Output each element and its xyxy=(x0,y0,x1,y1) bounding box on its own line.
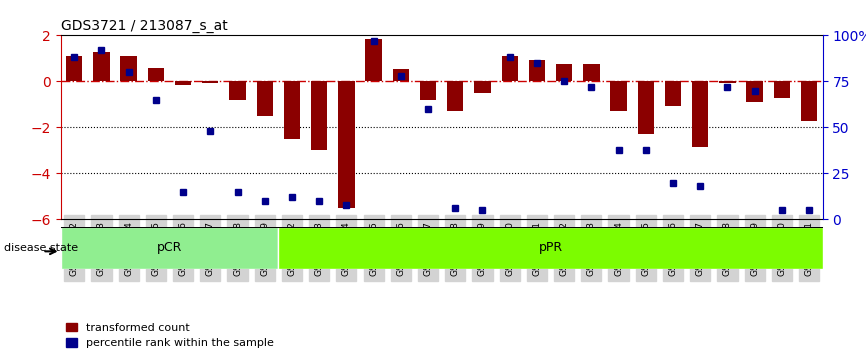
Text: pPR: pPR xyxy=(539,241,563,254)
Bar xyxy=(556,64,572,81)
Bar xyxy=(311,81,327,150)
Bar xyxy=(773,81,790,97)
Bar xyxy=(66,56,82,81)
Bar xyxy=(475,81,491,93)
Bar xyxy=(583,64,599,81)
Bar xyxy=(175,81,191,85)
Bar xyxy=(202,81,218,82)
Bar xyxy=(637,81,654,134)
Bar xyxy=(501,56,518,81)
Legend: transformed count, percentile rank within the sample: transformed count, percentile rank withi… xyxy=(66,322,274,348)
Bar xyxy=(529,59,545,81)
Bar xyxy=(611,81,627,111)
Bar xyxy=(284,81,301,139)
Text: disease state: disease state xyxy=(4,243,79,253)
FancyBboxPatch shape xyxy=(61,227,278,269)
Bar xyxy=(339,81,354,208)
Bar xyxy=(420,81,436,100)
Bar xyxy=(447,81,463,111)
Bar xyxy=(229,81,246,100)
Bar xyxy=(148,68,164,81)
Bar xyxy=(720,81,735,82)
Text: pCR: pCR xyxy=(157,241,182,254)
Text: GDS3721 / 213087_s_at: GDS3721 / 213087_s_at xyxy=(61,19,228,33)
Bar xyxy=(256,81,273,116)
Bar xyxy=(365,39,382,81)
Bar xyxy=(392,69,409,81)
FancyBboxPatch shape xyxy=(278,227,823,269)
Bar xyxy=(94,51,110,81)
Bar xyxy=(692,81,708,147)
Bar xyxy=(120,56,137,81)
Bar xyxy=(746,81,763,102)
Bar xyxy=(665,81,682,105)
Bar xyxy=(801,81,818,120)
